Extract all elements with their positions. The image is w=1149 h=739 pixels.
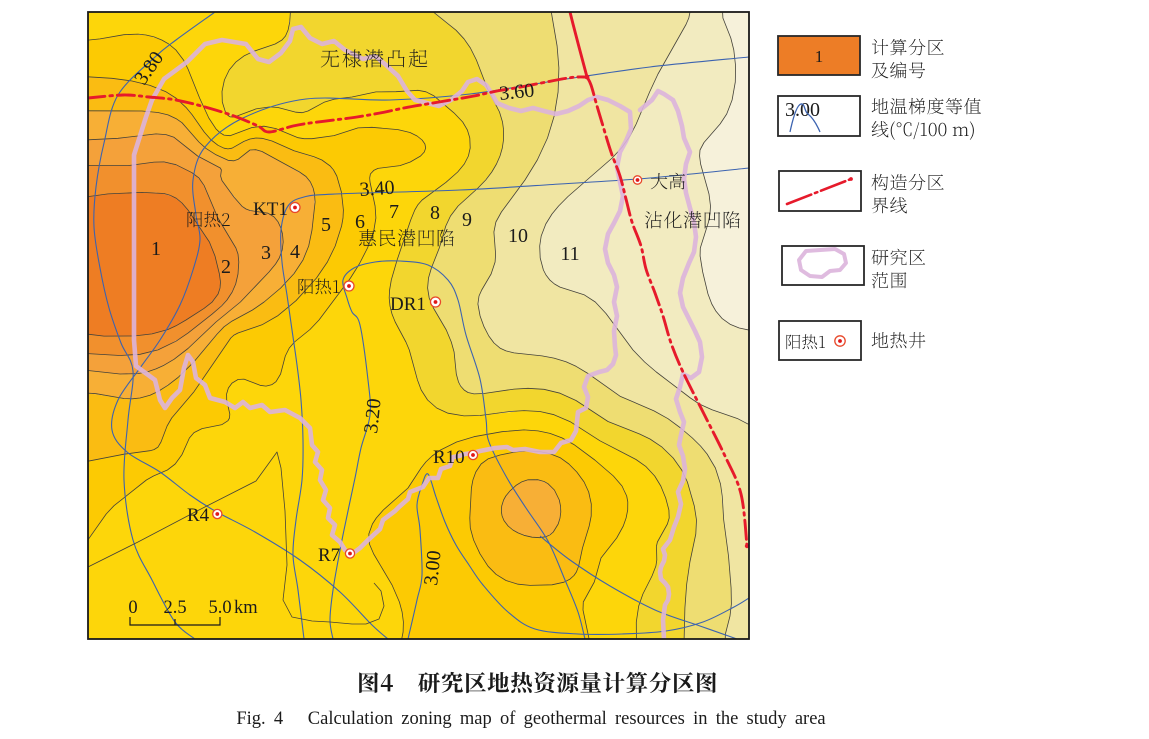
svg-text:3.40: 3.40 [359, 177, 395, 201]
svg-text:1: 1 [815, 47, 824, 66]
svg-text:KT1: KT1 [253, 199, 288, 220]
svg-text:10: 10 [508, 225, 528, 247]
svg-text:3.60: 3.60 [498, 79, 535, 105]
svg-text:6: 6 [355, 211, 365, 233]
svg-text:R10: R10 [433, 447, 465, 468]
svg-text:8: 8 [430, 202, 440, 224]
svg-text:2: 2 [221, 256, 231, 278]
svg-text:5.0: 5.0 [208, 598, 231, 618]
svg-text:DR1: DR1 [390, 294, 426, 315]
svg-text:11: 11 [560, 243, 579, 265]
svg-text:3.20: 3.20 [360, 397, 386, 434]
svg-text:0: 0 [128, 598, 137, 618]
svg-text:3: 3 [261, 242, 271, 264]
svg-text:7: 7 [389, 201, 399, 223]
svg-text:3.00: 3.00 [420, 549, 446, 586]
svg-text:1: 1 [151, 238, 161, 260]
svg-text:km: km [234, 598, 258, 618]
svg-text:Fig. 4 Calculation zoning ma: Fig. 4 Calculation zoning map of geother… [236, 709, 825, 729]
svg-text:R7: R7 [318, 545, 340, 566]
svg-text:3.00: 3.00 [785, 99, 820, 121]
svg-text:9: 9 [462, 209, 472, 231]
svg-text:2.5: 2.5 [163, 598, 186, 618]
svg-text:R4: R4 [187, 505, 210, 526]
svg-text:4: 4 [290, 241, 300, 263]
svg-text:5: 5 [321, 214, 331, 236]
